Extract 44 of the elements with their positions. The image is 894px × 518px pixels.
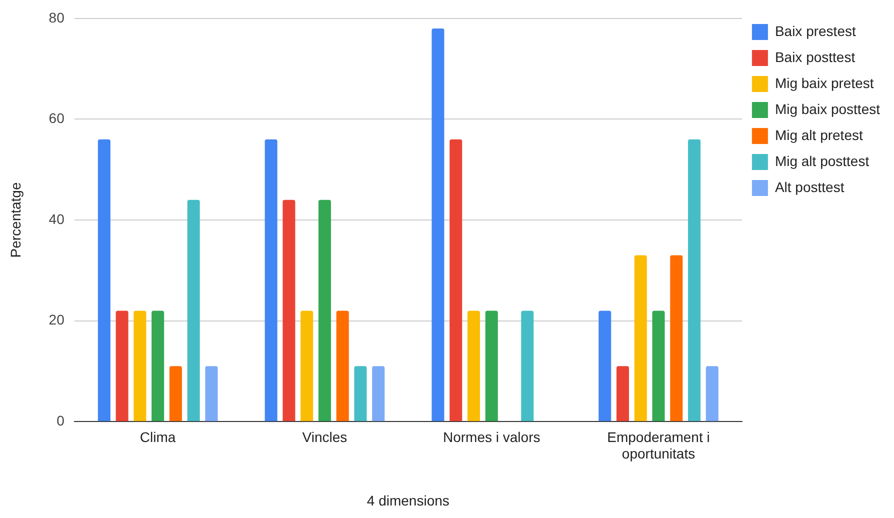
bar: [670, 255, 683, 422]
y-tick-label: 80: [48, 9, 65, 26]
bar: [372, 366, 385, 422]
bar: [688, 139, 701, 422]
bar: [354, 366, 367, 422]
bar: [282, 200, 296, 422]
legend-label: Baix posttest: [774, 48, 856, 65]
bar: [634, 255, 647, 422]
legend-label: Alt posttest: [774, 178, 844, 195]
x-tick-label: Empoderament i oportunitats: [607, 428, 710, 462]
bar: [336, 310, 349, 422]
bar: [134, 310, 146, 422]
bar: [116, 310, 128, 422]
x-tick-label: Clima: [140, 428, 176, 445]
bar: [598, 310, 612, 422]
bar: [706, 366, 718, 422]
legend-label: Mig alt posttest: [774, 152, 870, 169]
x-tick-label: Normes i valors: [442, 428, 540, 445]
bar: [98, 139, 110, 422]
legend-label: Mig alt pretest: [774, 126, 863, 143]
y-tick-label: 40: [48, 210, 65, 227]
bar: [264, 139, 278, 422]
y-tick-label: 60: [48, 110, 65, 126]
bar: [187, 200, 200, 422]
bar: [169, 366, 182, 422]
y-tick-label: 20: [48, 312, 65, 328]
legend-label: Mig baix posttest: [774, 100, 880, 117]
bar: [485, 310, 498, 422]
bar: [205, 366, 218, 422]
x-tick-label: Vincles: [302, 428, 348, 445]
y-axis-title: Percentatge: [7, 182, 24, 258]
bar: [521, 310, 534, 422]
bar: [652, 310, 665, 422]
x-axis-title: 4 dimensions: [366, 492, 450, 508]
bar: [616, 366, 629, 422]
legend-label: Mig baix pretest: [774, 74, 874, 91]
bar: [300, 310, 314, 422]
bar: [318, 200, 331, 422]
bar: [152, 310, 164, 422]
bar: [450, 139, 462, 422]
legend-label: Baix prestest: [774, 22, 856, 39]
bar: [467, 310, 480, 422]
bar: [432, 28, 444, 422]
y-tick-label: 0: [56, 412, 65, 428]
